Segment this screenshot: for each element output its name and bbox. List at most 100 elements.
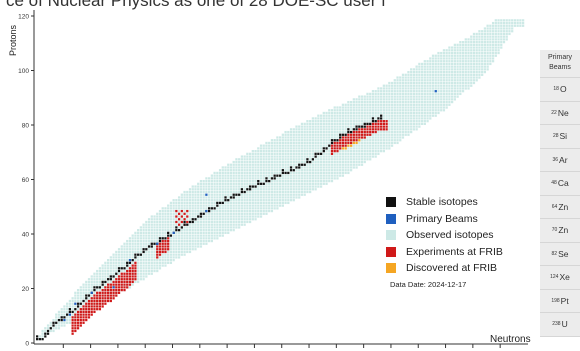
observed-isotope-cell [382, 150, 385, 153]
observed-isotope-cell [415, 117, 418, 120]
observed-isotope-cell [197, 220, 200, 224]
observed-isotope-cell [218, 179, 222, 183]
frib-experiment-cell [161, 245, 164, 248]
observed-isotope-cell [341, 166, 345, 169]
observed-isotope-cell [369, 95, 372, 98]
observed-isotope-cell [298, 177, 301, 180]
observed-isotope-cell [306, 188, 309, 191]
observed-isotope-cell [459, 92, 462, 96]
observed-isotope-cell [218, 204, 222, 207]
observed-isotope-cell [191, 207, 194, 210]
observed-isotope-cell [434, 98, 437, 101]
stable-isotope-cell [339, 133, 342, 136]
observed-isotope-cell [243, 174, 246, 177]
observed-isotope-cell [369, 158, 372, 161]
observed-isotope-cell [303, 171, 306, 175]
beam-mass-number: 18 [553, 86, 559, 93]
observed-isotope-cell [262, 207, 265, 210]
beam-element-symbol: U [561, 319, 568, 330]
observed-isotope-cell [464, 60, 467, 63]
frib-experiment-cell [358, 133, 361, 136]
observed-isotope-cell [500, 30, 503, 33]
observed-isotope-cell [333, 174, 336, 177]
observed-isotope-cell [461, 54, 465, 57]
frib-experiment-cell [339, 147, 342, 150]
stable-isotope-cell [238, 193, 241, 196]
observed-isotope-cell [210, 215, 213, 218]
frib-experiment-cell [382, 122, 385, 125]
observed-isotope-cell [437, 62, 440, 66]
observed-isotope-cell [199, 231, 203, 234]
observed-isotope-cell [486, 68, 489, 71]
observed-isotope-cell [377, 95, 380, 98]
observed-isotope-cell [134, 259, 137, 262]
observed-isotope-cell [486, 46, 489, 49]
observed-isotope-cell [287, 179, 290, 183]
observed-isotope-cell [445, 106, 448, 109]
stable-isotope-cell [169, 234, 173, 237]
observed-isotope-cell [328, 139, 331, 142]
observed-isotope-cell [205, 188, 208, 191]
observed-isotope-cell [448, 68, 451, 71]
observed-isotope-cell [87, 286, 91, 289]
observed-isotope-cell [470, 65, 473, 68]
frib-experiment-cell [363, 130, 366, 134]
observed-isotope-cell [240, 201, 244, 205]
observed-isotope-cell [442, 106, 446, 109]
observed-isotope-cell [268, 207, 271, 210]
observed-isotope-cell [298, 196, 301, 199]
observed-isotope-cell [227, 190, 230, 194]
observed-isotope-cell [270, 196, 274, 199]
observed-isotope-cell [197, 226, 200, 229]
observed-isotope-cell [147, 269, 151, 273]
observed-isotope-cell [142, 229, 145, 232]
stable-isotope-cell [224, 196, 227, 199]
observed-isotope-cell [371, 147, 375, 150]
observed-isotope-cell [199, 188, 203, 191]
observed-isotope-cell [191, 190, 194, 194]
frib-experiment-cell [371, 125, 375, 128]
observed-isotope-cell [393, 109, 396, 112]
observed-isotope-cell [418, 70, 421, 74]
observed-isotope-cell [186, 231, 189, 234]
observed-isotope-cell [377, 147, 380, 150]
observed-isotope-cell [380, 144, 383, 147]
frib-experiment-cell [156, 248, 159, 251]
observed-isotope-cell [292, 133, 295, 136]
observed-isotope-cell [128, 256, 132, 259]
frib-experiment-cell [164, 248, 167, 251]
observed-isotope-cell [197, 245, 200, 248]
observed-isotope-cell [295, 179, 298, 183]
observed-isotope-cell [440, 106, 443, 109]
stable-isotope-cell [101, 283, 104, 286]
observed-isotope-cell [355, 155, 358, 158]
observed-isotope-cell [268, 174, 271, 177]
beam-cell: 198 Pt [540, 290, 580, 313]
observed-isotope-cell [431, 73, 435, 76]
observed-isotope-cell [224, 226, 227, 229]
observed-isotope-cell [380, 87, 383, 90]
observed-isotope-cell [366, 98, 369, 101]
observed-isotope-cell [55, 327, 58, 330]
observed-isotope-cell [210, 204, 213, 207]
observed-isotope-cell [333, 158, 336, 161]
observed-isotope-cell [287, 139, 290, 142]
observed-isotope-cell [186, 218, 189, 221]
frib-experiment-cell [117, 275, 121, 278]
observed-isotope-cell [295, 174, 298, 177]
observed-isotope-cell [66, 318, 69, 322]
stable-isotope-cell [371, 117, 375, 120]
observed-isotope-cell [232, 201, 235, 205]
observed-isotope-cell [420, 68, 424, 71]
observed-isotope-cell [385, 103, 388, 106]
observed-isotope-cell [478, 32, 481, 36]
observed-isotope-cell [426, 98, 429, 101]
observed-isotope-cell [66, 302, 69, 305]
observed-isotope-cell [52, 327, 55, 330]
frib-experiment-cell [380, 120, 383, 123]
observed-isotope-cell [175, 256, 178, 259]
observed-isotope-cell [451, 76, 454, 79]
observed-isotope-cell [325, 117, 328, 120]
observed-isotope-cell [322, 128, 325, 131]
observed-isotope-cell [273, 171, 276, 175]
